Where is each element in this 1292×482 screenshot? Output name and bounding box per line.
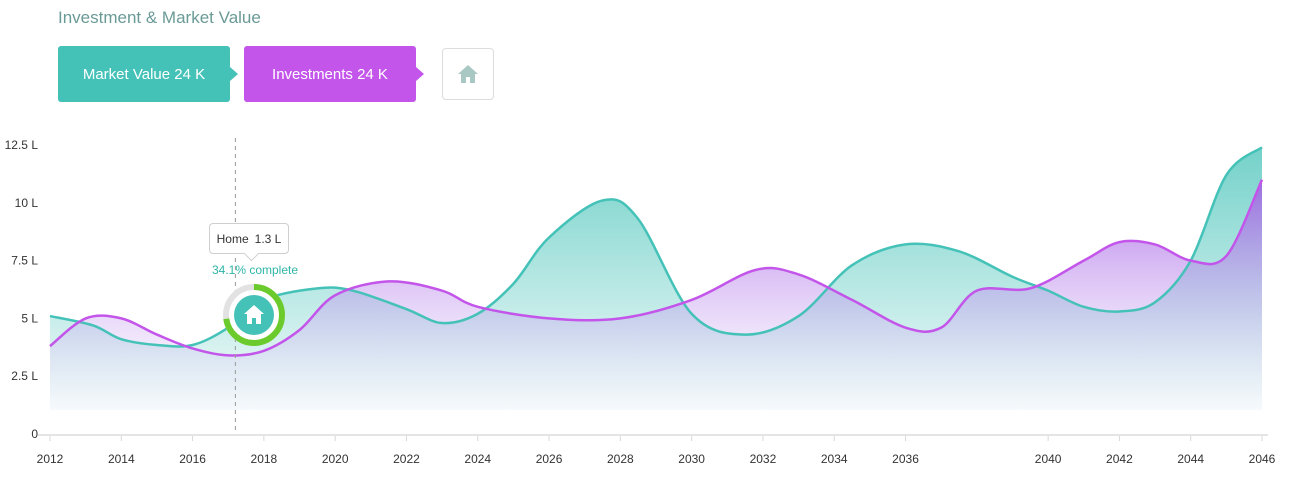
x-tick-label: 2042 xyxy=(1106,452,1133,466)
x-tick-label: 2012 xyxy=(37,452,64,466)
x-tick-label: 2018 xyxy=(251,452,278,466)
x-tick-label: 2014 xyxy=(108,452,135,466)
y-tick-label: 10 L xyxy=(15,196,39,210)
x-tick-label: 2022 xyxy=(393,452,420,466)
investments-button[interactable]: Investments 24 K xyxy=(244,46,424,102)
x-tick-label: 2032 xyxy=(750,452,777,466)
investments-area xyxy=(50,179,1262,410)
x-tick-label: 2020 xyxy=(322,452,349,466)
tooltip-value: 1.3 L xyxy=(254,231,282,246)
home-icon xyxy=(458,65,478,83)
y-tick-label: 2.5 L xyxy=(11,369,38,383)
x-tick-label: 2036 xyxy=(892,452,919,466)
investments-line xyxy=(49,179,1264,357)
tooltip-label: Home xyxy=(216,231,249,246)
x-tick-label: 2026 xyxy=(536,452,563,466)
y-tick-label: 0 xyxy=(31,427,38,441)
y-tick-label: 7.5 L xyxy=(11,254,38,268)
x-tick-label: 2024 xyxy=(464,452,491,466)
x-tick-label: 2040 xyxy=(1035,452,1062,466)
marker-tooltip: Home 1.3 L xyxy=(209,223,289,254)
marker-home-icon xyxy=(244,305,264,324)
home-marker[interactable] xyxy=(223,284,285,346)
investments-label: Investments 24 K xyxy=(272,65,388,83)
progress-ring xyxy=(223,284,285,346)
x-tick-label: 2016 xyxy=(179,452,206,466)
market-value-label: Market Value 24 K xyxy=(82,65,206,83)
progress-text: 34.1% complete xyxy=(211,263,299,277)
x-tick-label: 2034 xyxy=(821,452,848,466)
x-tick-label: 2030 xyxy=(678,452,705,466)
home-filter-button[interactable] xyxy=(442,48,494,100)
x-tick-label: 2028 xyxy=(607,452,634,466)
y-tick-label: 12.5 L xyxy=(5,138,39,152)
x-tick-label: 2044 xyxy=(1177,452,1204,466)
y-tick-label: 5 L xyxy=(21,311,38,325)
chart-title: Investment & Market Value xyxy=(58,8,261,27)
x-tick-label: 2046 xyxy=(1249,452,1276,466)
market-value-button[interactable]: Market Value 24 K xyxy=(58,46,238,102)
